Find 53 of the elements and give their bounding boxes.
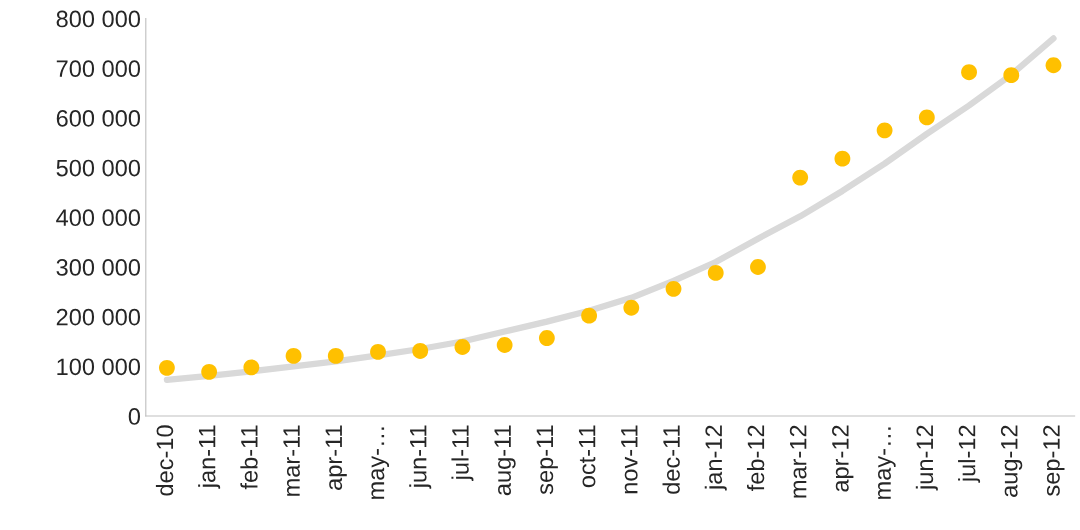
x-tick-label: mar-11 <box>283 425 300 496</box>
y-tick-label: 100 000 <box>57 358 141 376</box>
x-tick-label: aug-11 <box>494 425 516 496</box>
x-tick-label: sep-11 <box>536 425 558 495</box>
y-tick-label: 700 000 <box>56 60 141 78</box>
point <box>707 265 724 281</box>
point <box>285 348 302 364</box>
x-tick-label: jun-12 <box>915 425 938 491</box>
x-tick-label: jan-12 <box>704 425 727 491</box>
point <box>1045 57 1062 74</box>
point <box>581 307 598 324</box>
y-tick-label: 600 000 <box>56 109 141 127</box>
point <box>327 348 344 364</box>
x-tick-label: may-… <box>878 427 896 499</box>
point <box>412 343 429 359</box>
x-tick-label: dec-10 <box>155 425 174 496</box>
point <box>665 280 682 297</box>
y-tick-label: 300 000 <box>56 259 141 276</box>
x-tick-label: may-… <box>371 427 390 499</box>
x-tick-label: nov-11 <box>621 425 638 494</box>
point <box>370 344 386 360</box>
point <box>750 259 766 275</box>
point <box>243 359 260 376</box>
x-tick-label: apr-12 <box>832 425 854 492</box>
y-tick-label: 0 <box>128 408 141 425</box>
point <box>961 64 977 81</box>
y-tick-label: 800 000 <box>56 10 141 28</box>
y-tick-label: 200 000 <box>56 308 141 326</box>
point <box>918 109 935 126</box>
point <box>454 339 471 355</box>
x-tick-label: oct-11 <box>578 425 596 488</box>
x-tick-label: mar-12 <box>789 425 807 498</box>
x-tick-label: feb-11 <box>240 425 258 490</box>
x-tick-label: feb-12 <box>746 425 765 491</box>
x-tick-label: jan-11 <box>198 425 221 489</box>
point <box>876 122 893 139</box>
y-tick-label: 500 000 <box>56 159 141 177</box>
point <box>834 150 851 167</box>
point <box>201 363 218 380</box>
x-tick-label: sep-12 <box>1043 425 1065 496</box>
point <box>158 359 175 376</box>
point <box>623 299 640 316</box>
point <box>1003 67 1020 84</box>
x-tick-label: jun-11 <box>409 425 432 489</box>
point <box>792 169 809 186</box>
x-tick-label: aug-12 <box>1000 425 1023 497</box>
x-tick-label: apr-11 <box>325 425 347 490</box>
x-tick-label: dec-11 <box>662 425 680 494</box>
x-tick-label: jul-11 <box>451 425 474 481</box>
y-tick-label: 400 000 <box>56 209 141 227</box>
point <box>496 337 513 353</box>
point <box>538 330 555 346</box>
x-tick-label: jul-12 <box>958 425 981 483</box>
